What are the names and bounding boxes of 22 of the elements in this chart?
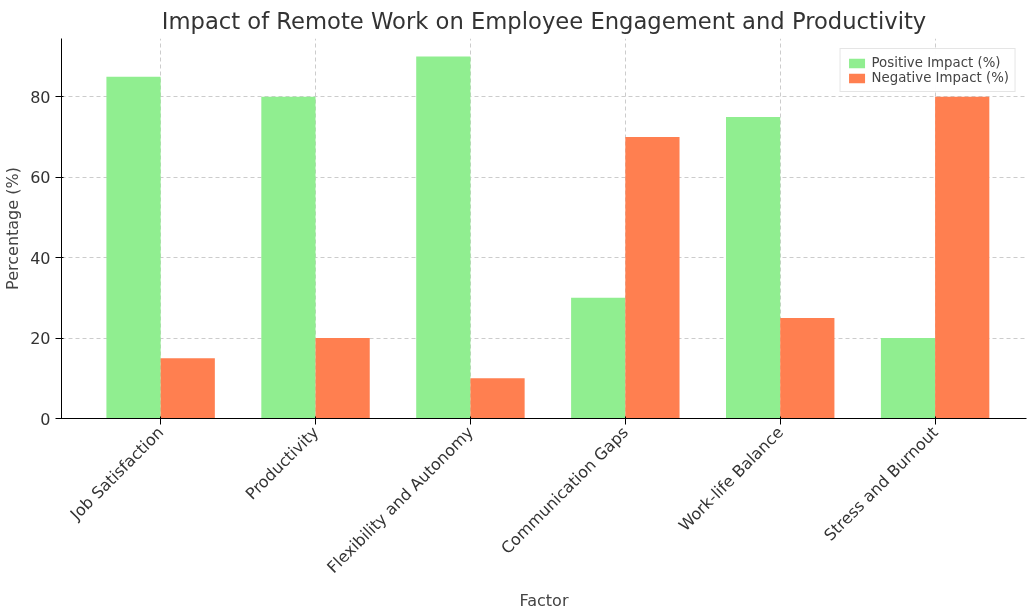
legend-label: Positive Impact (%) bbox=[871, 55, 1001, 70]
chart-title: Impact of Remote Work on Employee Engagement and Productivity bbox=[161, 7, 927, 34]
bar bbox=[935, 96, 990, 419]
x-axis-title: Factor bbox=[519, 591, 569, 611]
y-tick-label: 60 bbox=[30, 168, 51, 188]
y-tick-label: 0 bbox=[40, 409, 51, 429]
y-tick-label: 40 bbox=[30, 248, 51, 268]
bar bbox=[470, 378, 525, 419]
bar bbox=[625, 137, 680, 419]
bar bbox=[726, 116, 781, 419]
bar bbox=[261, 96, 316, 419]
bar bbox=[416, 56, 471, 419]
bar bbox=[160, 358, 215, 419]
y-tick-label: 80 bbox=[30, 87, 51, 107]
bar bbox=[106, 76, 161, 419]
legend-label: Negative Impact (%) bbox=[871, 70, 1009, 85]
y-tick-label: 20 bbox=[30, 329, 51, 349]
y-axis-title: Percentage (%) bbox=[3, 167, 23, 290]
bar bbox=[880, 338, 936, 419]
bar bbox=[315, 338, 370, 419]
bar bbox=[571, 297, 626, 419]
bar bbox=[780, 317, 835, 419]
